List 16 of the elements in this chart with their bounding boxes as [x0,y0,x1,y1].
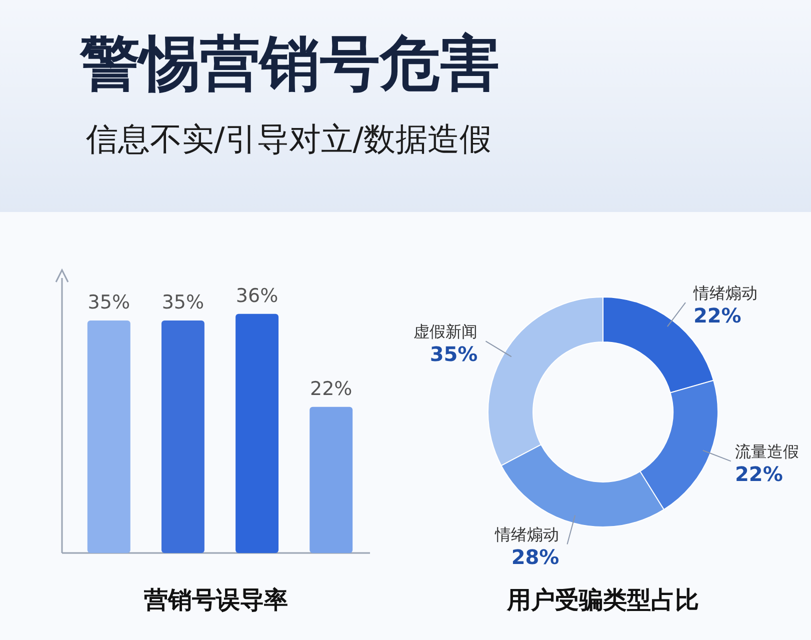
data-label: 36% [236,284,278,307]
data-label: 35% [88,292,130,314]
data-label: 35% [430,342,478,366]
slice-label: 虚假新闻 [414,322,478,342]
slice-label: 情绪煽动 [494,525,560,544]
text: 营销号误导率 [143,586,288,614]
slice-label: 情绪煽动 [692,284,758,303]
text: 警惕营销号危害 [79,29,500,99]
data-label: 22% [693,304,742,328]
data-label: 22% [310,378,352,400]
text: 信息不实/引导对立/数据造假 [86,120,492,158]
data-label: 35% [162,292,204,314]
data-label: 28% [511,545,560,570]
data-label: 22% [735,462,783,486]
slice-label: 流量造假 [735,442,799,462]
text: 用户受骗类型占比 [506,586,699,614]
